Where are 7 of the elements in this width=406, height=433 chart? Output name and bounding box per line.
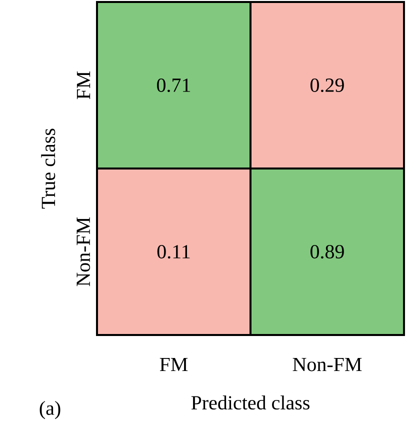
data-label: 0.71 [157,78,190,92]
data-label: 0.11 [157,244,190,259]
data-label: 0.89 [310,244,344,259]
y-axis-title: True class [41,128,56,209]
data-label: 0.29 [310,78,344,92]
x-axis-title: Predicted class [191,396,310,410]
text: (a) [40,400,60,420]
